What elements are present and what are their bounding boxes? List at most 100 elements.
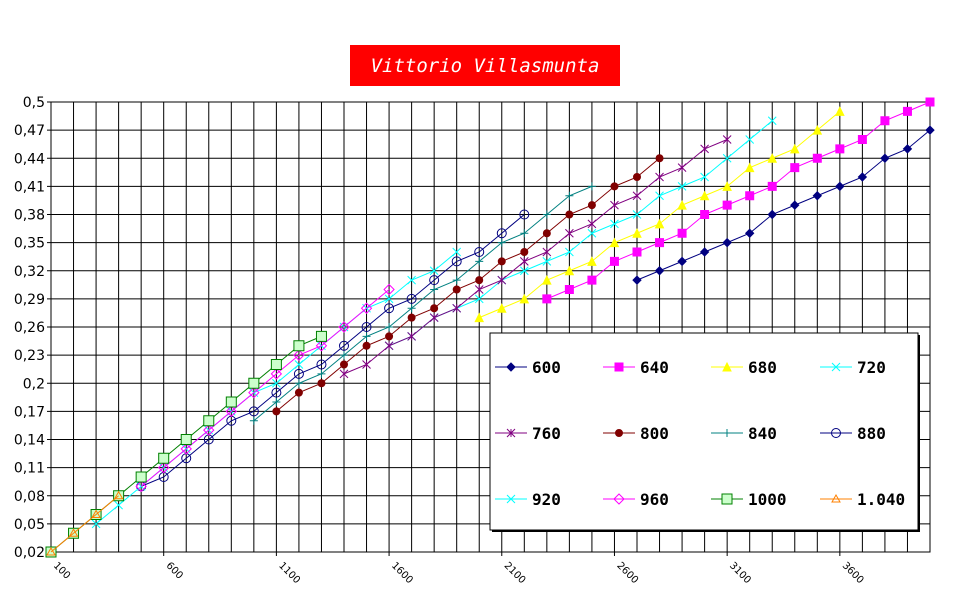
data-point bbox=[429, 266, 439, 276]
data-point bbox=[520, 229, 529, 238]
data-point bbox=[565, 228, 574, 238]
data-point bbox=[452, 276, 461, 285]
data-point bbox=[722, 181, 732, 191]
data-point bbox=[496, 228, 507, 239]
data-point bbox=[203, 415, 215, 427]
legend-item: 1000 bbox=[711, 490, 787, 509]
data-point bbox=[767, 181, 777, 191]
data-point bbox=[722, 361, 732, 372]
data-point bbox=[362, 341, 371, 350]
data-point bbox=[474, 294, 484, 304]
x-tick-label: 2600 bbox=[614, 560, 640, 586]
data-point bbox=[925, 97, 935, 107]
data-point bbox=[429, 313, 439, 322]
data-point bbox=[722, 200, 732, 210]
series-840 bbox=[249, 182, 596, 425]
data-point bbox=[587, 275, 597, 285]
x-tick-label: 1100 bbox=[276, 560, 302, 586]
y-tick-label: 0,32 bbox=[14, 264, 45, 280]
x-tick-label: 600 bbox=[164, 560, 185, 581]
data-point bbox=[294, 360, 304, 369]
data-point bbox=[790, 163, 800, 173]
legend-label: 760 bbox=[532, 424, 561, 443]
data-point bbox=[519, 293, 530, 304]
legend-label: 680 bbox=[748, 358, 777, 377]
data-point bbox=[339, 340, 349, 351]
y-tick-label: 0,11 bbox=[14, 461, 45, 477]
data-point bbox=[542, 257, 552, 266]
series-880 bbox=[136, 209, 530, 492]
data-point bbox=[880, 153, 890, 163]
data-point bbox=[384, 341, 394, 351]
legend: 600 640 680 720 760 800 840 880 920 960 1000 1.040 bbox=[489, 332, 920, 532]
data-point bbox=[700, 144, 709, 154]
data-point bbox=[452, 247, 462, 257]
data-point bbox=[677, 182, 687, 191]
data-point bbox=[655, 238, 665, 248]
data-point bbox=[677, 228, 687, 238]
data-point bbox=[700, 210, 710, 219]
data-point bbox=[614, 362, 624, 372]
data-point bbox=[294, 379, 303, 388]
data-point bbox=[362, 332, 371, 341]
data-point bbox=[270, 368, 283, 380]
data-point bbox=[790, 200, 800, 210]
data-point bbox=[340, 360, 348, 369]
data-point bbox=[565, 247, 574, 257]
data-point bbox=[812, 191, 823, 201]
data-point bbox=[587, 219, 597, 229]
legend-label: 920 bbox=[532, 490, 561, 509]
data-point bbox=[157, 461, 170, 474]
data-point bbox=[506, 428, 516, 438]
data-point bbox=[293, 368, 304, 379]
data-point bbox=[831, 428, 841, 438]
data-point bbox=[46, 546, 56, 556]
data-point bbox=[565, 210, 574, 219]
legend-item: 880 bbox=[820, 424, 886, 443]
y-tick-label: 0,5 bbox=[23, 95, 45, 111]
data-point bbox=[430, 304, 439, 313]
data-point bbox=[474, 312, 485, 323]
data-point bbox=[316, 359, 327, 370]
data-point bbox=[203, 424, 215, 436]
data-point bbox=[677, 163, 687, 172]
data-point bbox=[362, 360, 371, 369]
data-point bbox=[315, 340, 328, 352]
data-point bbox=[655, 154, 664, 163]
data-point bbox=[632, 275, 642, 285]
data-point bbox=[655, 172, 664, 182]
data-point bbox=[406, 293, 417, 304]
legend-item: 1.040 bbox=[820, 490, 905, 509]
data-point bbox=[407, 332, 416, 341]
data-point bbox=[225, 405, 238, 418]
data-point bbox=[902, 106, 912, 116]
data-point bbox=[407, 304, 416, 313]
y-tick-label: 0,17 bbox=[14, 404, 45, 420]
data-point bbox=[383, 283, 395, 296]
data-point bbox=[542, 210, 551, 219]
data-point bbox=[767, 116, 777, 126]
data-point bbox=[632, 191, 642, 201]
data-point bbox=[452, 303, 462, 313]
legend-label: 1.040 bbox=[857, 490, 905, 509]
legend-item: 600 bbox=[495, 358, 561, 377]
data-point bbox=[340, 351, 348, 360]
series-800 bbox=[272, 154, 664, 416]
data-point bbox=[699, 247, 710, 257]
y-tick-label: 0,08 bbox=[14, 489, 45, 505]
data-point bbox=[610, 182, 619, 191]
data-point bbox=[655, 191, 664, 201]
data-point bbox=[496, 303, 507, 313]
x-tick-label: 100 bbox=[51, 560, 72, 581]
data-point bbox=[744, 228, 755, 238]
data-point bbox=[113, 490, 124, 500]
data-point bbox=[272, 407, 281, 416]
data-point bbox=[925, 125, 935, 135]
data-point bbox=[632, 228, 642, 238]
data-point bbox=[497, 275, 507, 285]
y-tick-label: 0,38 bbox=[14, 208, 45, 224]
legend-item: 800 bbox=[603, 424, 669, 443]
data-point bbox=[722, 153, 732, 163]
series-line bbox=[140, 214, 525, 487]
legend-label: 840 bbox=[748, 424, 777, 443]
